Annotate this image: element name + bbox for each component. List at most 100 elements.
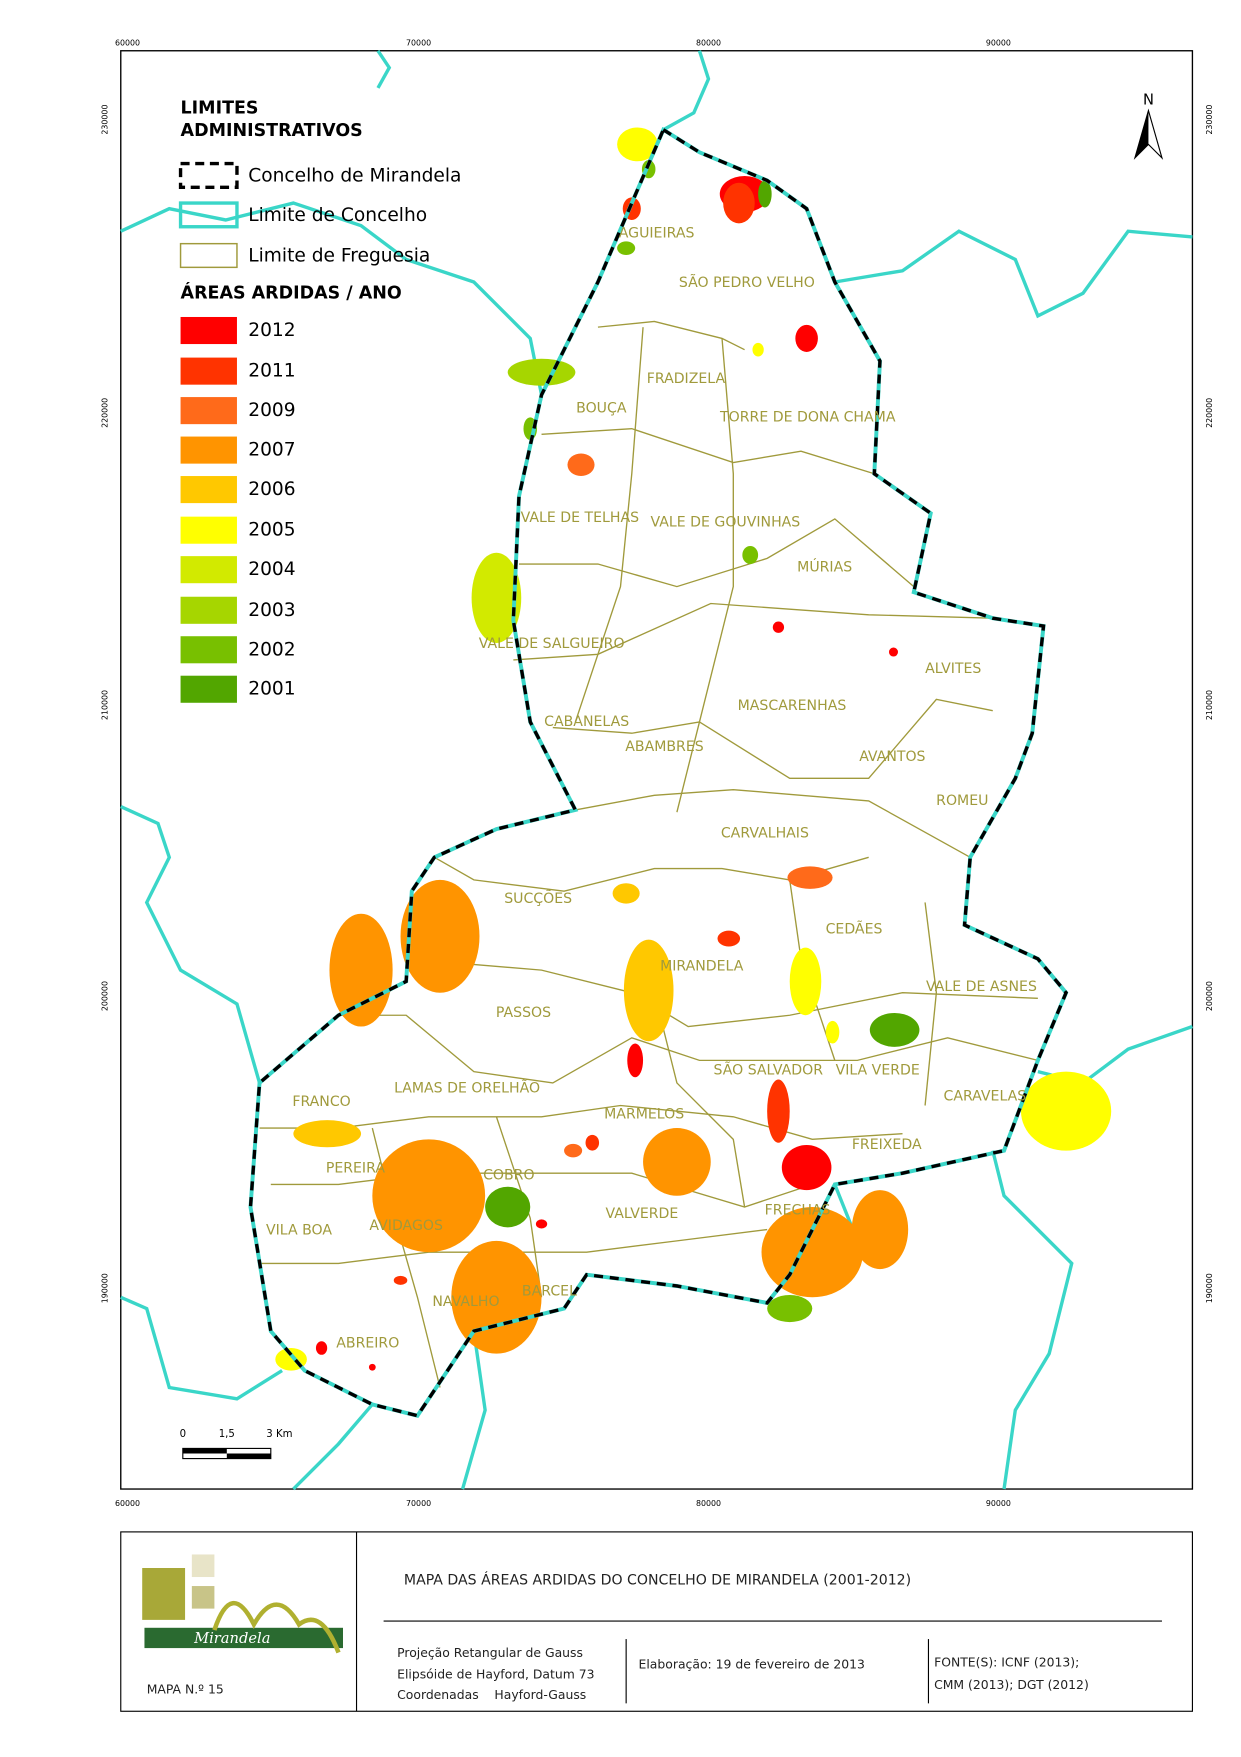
coord-label: 190000 [100, 1273, 109, 1303]
parish-label: CEDÃES [826, 921, 883, 938]
burned-area [585, 1134, 600, 1151]
parish-label: FRADIZELA [647, 371, 726, 387]
parish-label: CARVALHAIS [721, 826, 809, 842]
burned-area [400, 879, 480, 993]
legend-swatch [180, 596, 237, 624]
parish-label: AVIDAGOS [369, 1218, 443, 1234]
burned-areas [275, 127, 1112, 1371]
coord-label: 60000 [115, 38, 140, 47]
parish-label: MÚRIAS [797, 557, 852, 575]
coord-label: 70000 [406, 38, 431, 47]
burned-area [623, 939, 674, 1042]
scale-bar: 0 1,5 3 Km [180, 1429, 293, 1460]
logo-square [191, 1554, 215, 1578]
burned-area [564, 1143, 583, 1158]
logo-arcs [212, 1601, 341, 1654]
north-label: N [1143, 91, 1154, 108]
parish-label: VALE DE SALGUEIRO [479, 636, 625, 652]
mirandela-boundary [248, 127, 1069, 1418]
coord-label: 200000 [100, 981, 109, 1011]
legend-label: 2009 [248, 400, 295, 421]
legend: LIMITES ADMINISTRATIVOS Concelho de Mira… [178, 98, 461, 703]
burned-area [825, 1020, 840, 1044]
legend-label: 2002 [248, 639, 295, 660]
logo-square [191, 1586, 215, 1609]
parish-label: MASCARENHAS [738, 698, 847, 714]
parish-label: COBRO [483, 1167, 535, 1183]
parish-label: SUCÇÕES [504, 890, 572, 907]
legend-swatch [180, 476, 237, 504]
burned-area [723, 182, 755, 224]
parish-label: SÃO SALVADOR [714, 1062, 824, 1079]
legend-subtitle: ÁREAS ARDIDAS / ANO [181, 281, 402, 303]
parish-label: AVANTOS [859, 749, 925, 765]
legend-title: LIMITES [181, 98, 259, 118]
legend-label: Concelho de Mirandela [248, 165, 461, 186]
burned-area [617, 127, 658, 162]
burned-area [767, 1295, 813, 1323]
scale-bar-segment [182, 1448, 227, 1454]
coord-label: 80000 [696, 1499, 721, 1508]
elaboration: Elaboração: 19 de fevereiro de 2013 [639, 1657, 865, 1672]
legend-label: 2011 [248, 361, 295, 382]
parish-label: PASSOS [496, 1005, 551, 1021]
north-arrow: N [1133, 91, 1164, 160]
parish-label: ROMEU [936, 793, 988, 809]
sources: CMM (2013); DGT (2012) [934, 1677, 1089, 1692]
parish-label: TORRE DE DONA CHAMA [719, 409, 896, 425]
parish-label: ALVITES [925, 661, 981, 677]
parish-label: BOUÇA [576, 400, 627, 416]
burned-area [315, 1341, 328, 1355]
parish-label: CARAVELAS [943, 1088, 1026, 1104]
legend-title: ADMINISTRATIVOS [181, 121, 363, 141]
projection: Projeção Retangular de Gauss [397, 1645, 583, 1660]
sources: FONTE(S): ICNF (2013); [934, 1654, 1079, 1669]
parish-label: VALE DE GOUVINHAS [651, 514, 801, 530]
burned-area [393, 1275, 408, 1285]
legend-label: Limite de Concelho [248, 205, 427, 226]
legend-label: Limite de Freguesia [248, 246, 430, 267]
parish-label: ABREIRO [336, 1336, 399, 1352]
burned-area [888, 647, 899, 657]
legend-label: 2012 [248, 320, 295, 341]
burned-area [717, 930, 741, 947]
burned-area [617, 241, 636, 255]
coord-label: 60000 [115, 1499, 140, 1508]
burned-area [329, 913, 393, 1027]
legend-label: 2006 [248, 479, 295, 500]
burned-area [787, 866, 833, 889]
parish-label: FRANCO [292, 1094, 350, 1110]
burned-area [767, 1079, 790, 1143]
coord-label: 220000 [100, 398, 109, 428]
burned-area [742, 545, 759, 565]
legend-label: 2007 [248, 440, 295, 461]
logo-text: Mirandela [193, 1630, 270, 1647]
legend-swatch [178, 161, 239, 189]
parish-label: MIRANDELA [660, 959, 744, 975]
legend-swatch [180, 436, 237, 464]
parish-label: CABANELAS [544, 714, 629, 730]
coord-label: 230000 [100, 105, 109, 135]
title-block-frame [120, 1531, 1193, 1712]
coord-label: 190000 [1205, 1273, 1214, 1303]
burned-area [485, 1186, 531, 1228]
burned-area [781, 1144, 832, 1191]
legend-swatch [180, 636, 237, 664]
legend-swatch [179, 242, 238, 269]
parish-label: VALE DE ASNES [926, 979, 1037, 995]
projection: Elipsóide de Hayford, Datum 73 [397, 1667, 594, 1682]
scale-label: 0 [180, 1429, 186, 1440]
legend-swatch [180, 556, 237, 584]
burned-area [752, 342, 764, 357]
legend-label: 2003 [248, 600, 295, 621]
burned-area [772, 621, 785, 633]
parish-label: FRECHAS [765, 1202, 831, 1218]
burned-area [851, 1190, 909, 1270]
burned-area [643, 1128, 711, 1196]
coord-label: 210000 [1205, 690, 1214, 720]
legend-label: 2001 [248, 679, 295, 700]
coord-label: 210000 [100, 690, 109, 720]
legend-label: 2005 [248, 520, 295, 541]
scale-bar-segment [226, 1453, 271, 1459]
burned-area [758, 180, 772, 208]
